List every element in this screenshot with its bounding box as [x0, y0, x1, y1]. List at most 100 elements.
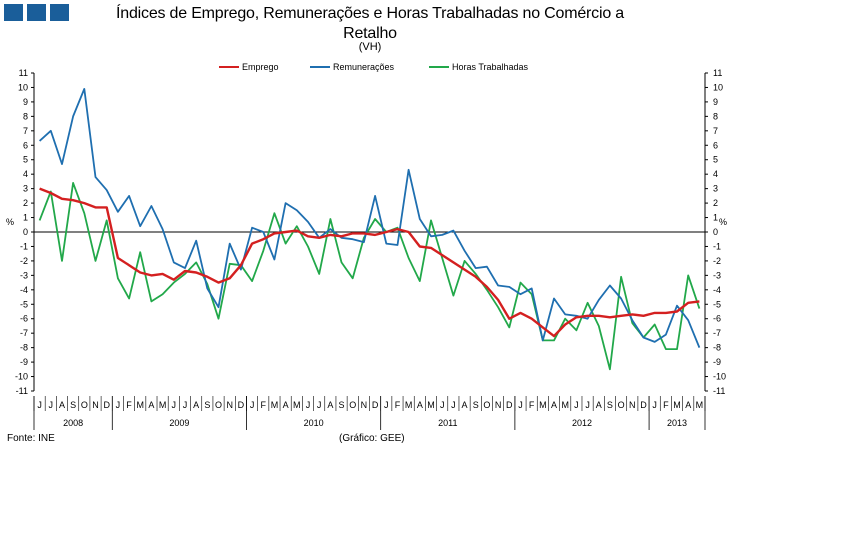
y-tick-label-right: -7	[713, 328, 721, 338]
x-tick-label: J	[652, 400, 657, 410]
x-tick-label: N	[92, 400, 99, 410]
y-tick-label-left: -3	[20, 270, 28, 280]
x-tick-label: D	[506, 400, 513, 410]
x-tick-label: F	[126, 400, 132, 410]
y-tick-label-right: 11	[713, 68, 722, 78]
x-tick-label: M	[696, 400, 704, 410]
y-unit-right: %	[719, 217, 727, 227]
x-tick-label: A	[148, 400, 154, 410]
x-tick-label: F	[663, 400, 669, 410]
x-tick-label: S	[607, 400, 613, 410]
x-tick-label: M	[159, 400, 167, 410]
y-tick-label-right: 0	[713, 227, 718, 237]
logo-square	[27, 4, 46, 21]
y-unit-left: %	[6, 217, 14, 227]
series-line-emprego	[39, 187, 700, 338]
y-tick-label-left: 6	[23, 140, 28, 150]
y-tick-label-left: 3	[23, 184, 28, 194]
y-tick-label-left: 9	[23, 97, 28, 107]
x-tick-label: J	[384, 400, 389, 410]
x-tick-label: J	[306, 400, 311, 410]
x-tick-label: J	[574, 400, 579, 410]
year-label: 2012	[572, 418, 592, 428]
y-tick-label-right: 7	[713, 126, 718, 136]
chart-subtitle: (VH)	[358, 41, 382, 53]
y-tick-label-left: 5	[23, 155, 28, 165]
year-label: 2011	[438, 418, 457, 428]
axes: -11 -11-10 -10-9 -9-8 -8-7 -7-6 -6-5 -5-4 -4-3 -3…	[6, 68, 727, 430]
year-label: 2008	[63, 418, 83, 428]
y-tick-label-left: -4	[20, 285, 28, 295]
x-tick-label: O	[618, 400, 625, 410]
x-tick-label: A	[551, 400, 557, 410]
logo	[4, 4, 69, 21]
y-tick-label-right: 9	[713, 97, 718, 107]
y-tick-label-left: -7	[20, 328, 28, 338]
logo-square	[50, 4, 69, 21]
y-tick-label-left: 1	[23, 213, 28, 223]
x-tick-label: M	[673, 400, 681, 410]
x-tick-label: M	[136, 400, 144, 410]
x-tick-label: F	[261, 400, 267, 410]
x-tick-label: O	[483, 400, 490, 410]
x-tick-label: J	[37, 400, 42, 410]
x-tick-label: D	[372, 400, 379, 410]
x-tick-label: J	[172, 400, 177, 410]
x-tick-label: O	[81, 400, 88, 410]
y-tick-label-right: -9	[713, 357, 721, 367]
x-tick-label: D	[238, 400, 245, 410]
chart-credit: (Gráfico: GEE)	[339, 433, 405, 444]
source-note: Fonte: INE	[7, 433, 55, 444]
y-tick-label-left: -10	[15, 372, 28, 382]
y-tick-label-left: -8	[20, 343, 28, 353]
series-line-remuneracoes	[38, 88, 701, 348]
year-label: 2009	[169, 418, 189, 428]
x-tick-label: N	[629, 400, 636, 410]
chart-title: Índices de Emprego, Remunerações e Horas…	[90, 4, 650, 44]
x-tick-label: S	[339, 400, 345, 410]
x-tick-label: A	[59, 400, 65, 410]
x-tick-label: J	[49, 400, 54, 410]
legend: Emprego Remunerações Horas Trabalhadas	[219, 62, 529, 72]
x-tick-label: F	[529, 400, 535, 410]
y-tick-label-right: 6	[713, 140, 718, 150]
x-tick-label: N	[495, 400, 502, 410]
x-tick-label: A	[685, 400, 691, 410]
y-tick-label-right: -5	[713, 299, 721, 309]
x-tick-label: S	[473, 400, 479, 410]
y-tick-label-right: 10	[713, 82, 723, 92]
series-line-horas	[38, 181, 701, 371]
x-tick-label: O	[349, 400, 356, 410]
y-tick-label-right: -4	[713, 285, 721, 295]
x-tick-label: A	[596, 400, 602, 410]
x-tick-label: J	[451, 400, 456, 410]
y-tick-label-left: 4	[23, 169, 28, 179]
x-tick-label: M	[293, 400, 301, 410]
y-tick-label-left: 2	[23, 198, 28, 208]
y-tick-label-left: -5	[20, 299, 28, 309]
y-tick-label-left: 7	[23, 126, 28, 136]
year-label: 2010	[304, 418, 324, 428]
y-tick-label-right: 1	[713, 213, 718, 223]
x-tick-label: D	[640, 400, 647, 410]
y-tick-label-right: 5	[713, 155, 718, 165]
y-tick-label-right: -11	[713, 386, 725, 396]
y-tick-label-left: -9	[20, 357, 28, 367]
x-tick-label: A	[417, 400, 423, 410]
year-label: 2013	[667, 418, 687, 428]
y-tick-label-left: -6	[20, 314, 28, 324]
y-tick-label-right: -10	[713, 372, 726, 382]
x-tick-label: J	[518, 400, 523, 410]
x-tick-label: M	[405, 400, 413, 410]
x-tick-label: A	[327, 400, 333, 410]
x-tick-label: A	[462, 400, 468, 410]
y-tick-label-right: -6	[713, 314, 721, 324]
x-tick-label: M	[271, 400, 279, 410]
y-tick-label-left: -1	[20, 241, 28, 251]
x-tick-label: A	[283, 400, 289, 410]
x-tick-label: F	[395, 400, 401, 410]
series-lines	[38, 88, 701, 371]
y-tick-label-right: -1	[713, 241, 721, 251]
y-tick-label-right: -3	[713, 270, 721, 280]
